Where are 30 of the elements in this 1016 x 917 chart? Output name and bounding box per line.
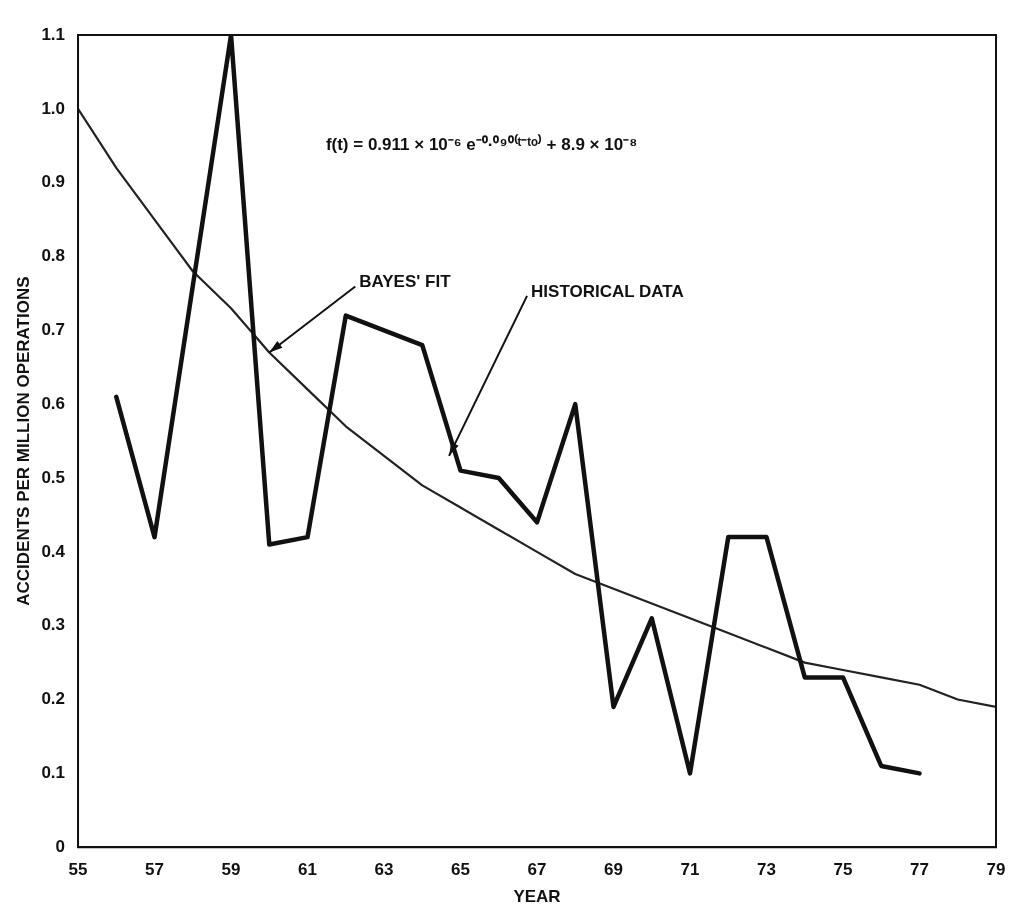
annotation: f(t) = 0.911 × 10⁻⁶ e⁻⁰·⁰⁹⁰⁽ᵗ⁻ᵗᵒ⁾ + 8.9 × 10⁻⁸ [325,133,638,154]
y-tick-label: 0.3 [41,615,66,635]
y-tick-label: 0.4 [41,541,66,561]
y-tick-label: 0.5 [41,467,66,487]
y-tick-label: 0.8 [41,246,66,266]
x-tick-label: 63 [374,860,394,880]
y-tick-label: 0.2 [41,689,66,709]
y-tick-label: 1.1 [41,24,66,44]
x-tick-label: 71 [680,860,700,880]
y-tick-label: 0.1 [41,763,66,783]
x-tick-label: 55 [68,860,88,880]
x-tick-label: 59 [221,860,241,880]
y-tick-label: 0.9 [41,172,66,192]
x-axis-title: YEAR [513,887,561,907]
x-tick-label: 75 [833,860,853,880]
x-tick-label: 73 [757,860,776,880]
annotation: HISTORICAL DATA [531,281,684,301]
y-axis-title: ACCIDENTS PER MILLION OPERATIONS [13,276,33,606]
y-tick-label: 0 [55,836,66,856]
y-tick-label: 1.0 [41,98,66,118]
x-tick-label: 67 [527,860,547,880]
x-tick-label: 61 [298,860,317,880]
y-tick-label: 0.7 [41,320,66,340]
y-tick-label: 0.6 [41,393,66,413]
x-tick-label: 79 [986,860,1006,880]
x-tick-label: 69 [604,860,623,880]
annotation: BAYES' FIT [359,272,452,292]
x-tick-label: 77 [910,860,929,880]
x-tick-label: 65 [451,860,470,880]
x-tick-label: 57 [145,860,164,880]
